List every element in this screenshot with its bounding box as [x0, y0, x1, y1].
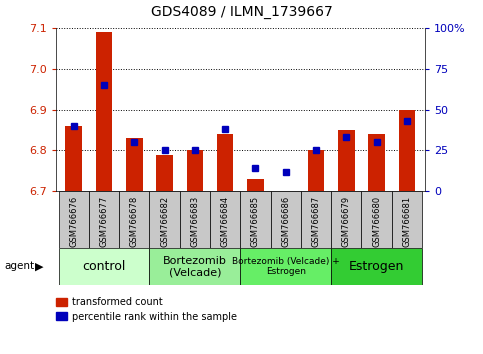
- Bar: [58, 248, 149, 285]
- Bar: [398, 110, 415, 191]
- Bar: [119, 191, 149, 248]
- Bar: [149, 191, 180, 248]
- Bar: [156, 154, 173, 191]
- Text: control: control: [82, 260, 126, 273]
- Text: Estrogen: Estrogen: [349, 260, 404, 273]
- Bar: [368, 134, 385, 191]
- Text: GSM766685: GSM766685: [251, 196, 260, 247]
- Bar: [331, 191, 361, 248]
- Text: GSM766676: GSM766676: [69, 196, 78, 247]
- Bar: [301, 191, 331, 248]
- Bar: [247, 179, 264, 191]
- Bar: [58, 191, 89, 248]
- Text: Bortezomib
(Velcade): Bortezomib (Velcade): [163, 256, 227, 277]
- Bar: [149, 248, 241, 285]
- Text: GSM766679: GSM766679: [342, 196, 351, 247]
- Bar: [241, 191, 270, 248]
- Bar: [338, 130, 355, 191]
- Bar: [217, 134, 233, 191]
- Text: ▶: ▶: [35, 261, 44, 272]
- Bar: [180, 191, 210, 248]
- Bar: [331, 248, 422, 285]
- Bar: [241, 248, 331, 285]
- Bar: [392, 191, 422, 248]
- Text: agent: agent: [5, 261, 35, 272]
- Text: GSM766677: GSM766677: [99, 196, 109, 247]
- Bar: [126, 138, 142, 191]
- Text: Bortezomib (Velcade) +
Estrogen: Bortezomib (Velcade) + Estrogen: [232, 257, 340, 276]
- Legend: transformed count, percentile rank within the sample: transformed count, percentile rank withi…: [56, 297, 237, 322]
- Bar: [186, 150, 203, 191]
- Text: GSM766684: GSM766684: [221, 196, 229, 247]
- Bar: [210, 191, 241, 248]
- Text: GSM766683: GSM766683: [190, 196, 199, 247]
- Bar: [89, 191, 119, 248]
- Text: GSM766682: GSM766682: [160, 196, 169, 247]
- Text: GDS4089 / ILMN_1739667: GDS4089 / ILMN_1739667: [151, 5, 332, 19]
- Text: GSM766686: GSM766686: [281, 196, 290, 247]
- Bar: [308, 150, 325, 191]
- Bar: [96, 32, 113, 191]
- Text: GSM766678: GSM766678: [130, 196, 139, 247]
- Text: GSM766687: GSM766687: [312, 196, 321, 247]
- Bar: [270, 191, 301, 248]
- Text: GSM766680: GSM766680: [372, 196, 381, 247]
- Text: GSM766681: GSM766681: [402, 196, 412, 247]
- Bar: [65, 126, 82, 191]
- Bar: [361, 191, 392, 248]
